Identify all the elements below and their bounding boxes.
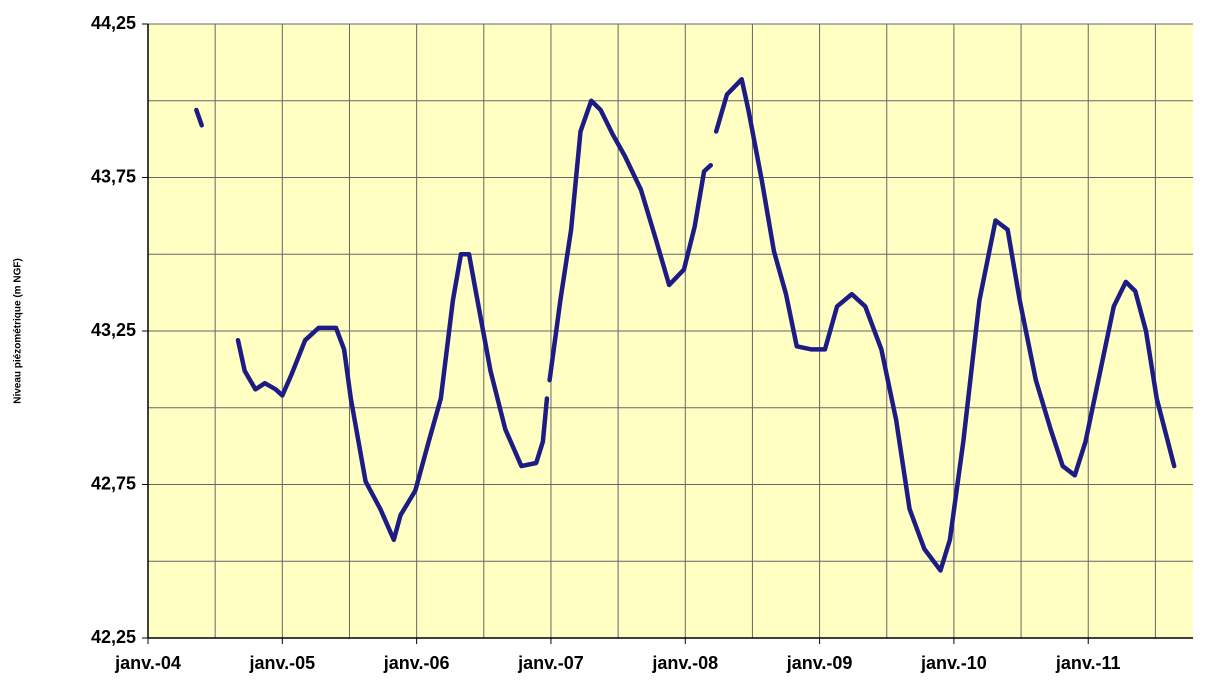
x-tick-label: janv.-05 (248, 653, 315, 673)
y-tick-label: 44,25 (91, 13, 136, 33)
x-tick-label: janv.-08 (651, 653, 718, 673)
y-tick-label: 43,75 (91, 166, 136, 186)
y-axis-label: Niveau piézométrique (m NGF) (13, 258, 24, 404)
y-tick-label: 42,75 (91, 473, 136, 493)
y-tick-label: 42,25 (91, 627, 136, 647)
x-tick-label: janv.-06 (383, 653, 450, 673)
line-series (194, 77, 1177, 573)
x-tick-label: janv.-07 (517, 653, 584, 673)
x-tick-label: janv.-11 (1055, 653, 1121, 673)
y-tick-label: 43,25 (91, 320, 136, 340)
x-tick-label: janv.-04 (114, 653, 181, 673)
x-tick-label: janv.-10 (920, 653, 987, 673)
x-tick-label: janv.-09 (786, 653, 853, 673)
